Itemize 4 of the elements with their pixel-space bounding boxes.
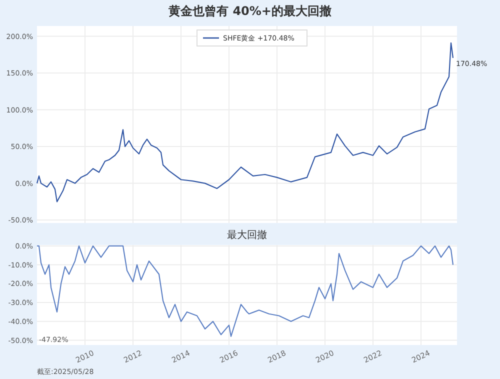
line-series <box>36 245 454 337</box>
chart-title: 黄金也曾有 40%+的最大回撤 <box>168 4 332 18</box>
line-series <box>36 42 454 202</box>
chart-title: 最大回撤 <box>227 229 267 241</box>
